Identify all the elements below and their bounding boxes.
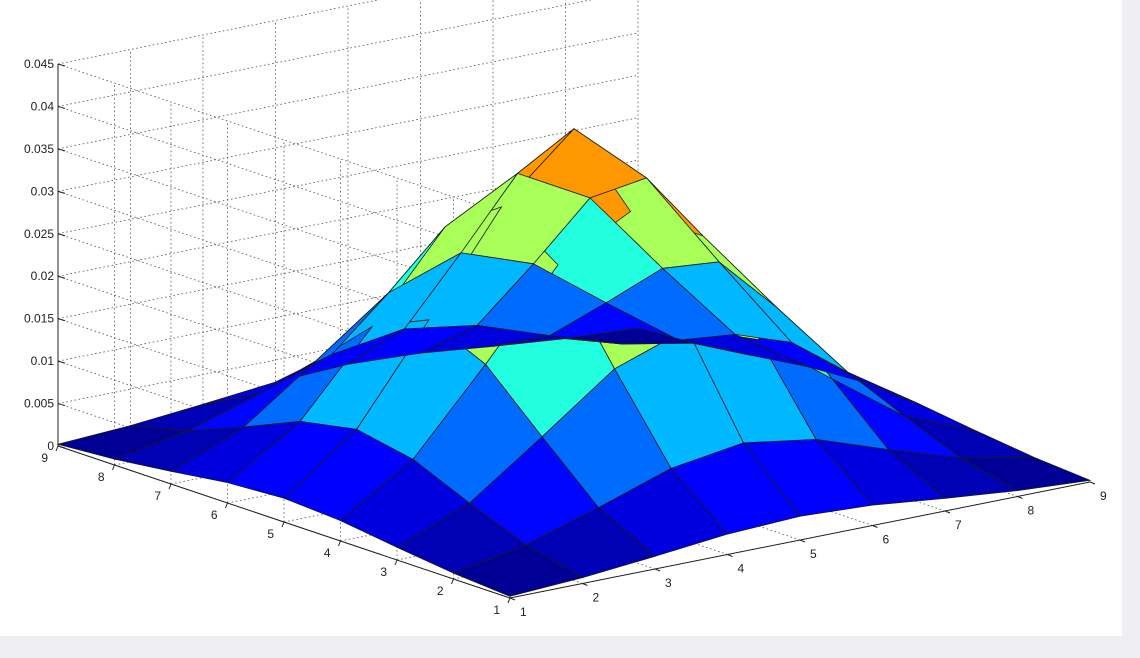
x-tick-mark: [582, 583, 588, 586]
z-tick-mark: [57, 233, 66, 237]
z-tick-mark: [57, 63, 66, 67]
z-tick-mark: [57, 318, 66, 322]
y-tick-label: 3: [380, 565, 387, 579]
x-tick-mark: [872, 525, 878, 528]
x-tick-label: 8: [1028, 504, 1035, 518]
tick-labels: 0 0.005 0.01 0.015 0.02 0.025 0.03 0.035 0.04 0.0…: [24, 57, 1107, 619]
x-tick-mark: [509, 597, 516, 601]
y-tick-mark: [394, 559, 398, 566]
z-tick-label: 0.02: [31, 269, 55, 283]
y-tick-label: 7: [154, 489, 161, 503]
y-tick-mark: [112, 464, 115, 471]
z-tick-label: 0.03: [31, 184, 55, 198]
x-tick-label: 3: [665, 576, 672, 590]
y-tick-mark: [451, 578, 454, 585]
z-tick-mark: [57, 275, 66, 279]
grid-line: [57, 32, 639, 150]
y-tick-mark: [338, 540, 341, 547]
y-tick-label: 1: [493, 603, 500, 617]
z-tick-label: 0.025: [24, 227, 54, 241]
grid-line: [57, 0, 593, 107]
x-tick-label: 2: [593, 591, 600, 605]
x-tick-mark: [799, 539, 806, 543]
x-tick-mark: [1017, 496, 1023, 499]
y-tick-label: 6: [211, 508, 218, 522]
y-tick-mark: [281, 521, 285, 528]
z-tick-label: 0.035: [24, 142, 54, 156]
z-tick-label: 0.005: [24, 397, 54, 411]
x-tick-label: 9: [1100, 489, 1107, 503]
tick-marks: [55, 63, 1096, 604]
x-tick-mark: [654, 568, 661, 572]
x-tick-label: 1: [520, 605, 527, 619]
grid-line: [57, 117, 639, 235]
x-tick-mark: [944, 510, 951, 514]
y-tick-mark: [225, 502, 228, 509]
y-tick-label: 9: [41, 451, 48, 465]
y-tick-label: 8: [98, 470, 105, 484]
x-tick-label: 7: [955, 518, 962, 532]
z-tick-label: 0.045: [24, 57, 54, 71]
surface-patch: [56, 425, 188, 460]
z-tick-mark: [57, 148, 66, 152]
z-tick-label: 0.015: [24, 312, 54, 326]
surface-patches: [56, 128, 1092, 597]
z-tick-mark: [57, 190, 66, 194]
z-tick-mark: [57, 105, 66, 109]
z-tick-mark: [57, 403, 66, 407]
z-tick-label: 0.01: [31, 354, 55, 368]
x-tick-label: 4: [738, 562, 745, 576]
y-tick-label: 4: [324, 546, 331, 560]
z-tick-mark: [57, 360, 66, 364]
y-tick-label: 5: [267, 527, 274, 541]
z-tick-mark: [57, 445, 66, 449]
grid-line: [57, 74, 639, 192]
y-tick-mark: [507, 597, 511, 604]
z-tick-label: 0: [47, 439, 54, 453]
x-tick-label: 6: [883, 533, 890, 547]
x-tick-mark: [1089, 481, 1096, 485]
y-tick-mark: [55, 445, 59, 452]
z-tick-label: 0.04: [31, 99, 55, 113]
y-tick-mark: [168, 483, 172, 490]
x-tick-label: 5: [810, 547, 817, 561]
y-tick-label: 2: [437, 584, 444, 598]
x-tick-mark: [727, 554, 733, 557]
